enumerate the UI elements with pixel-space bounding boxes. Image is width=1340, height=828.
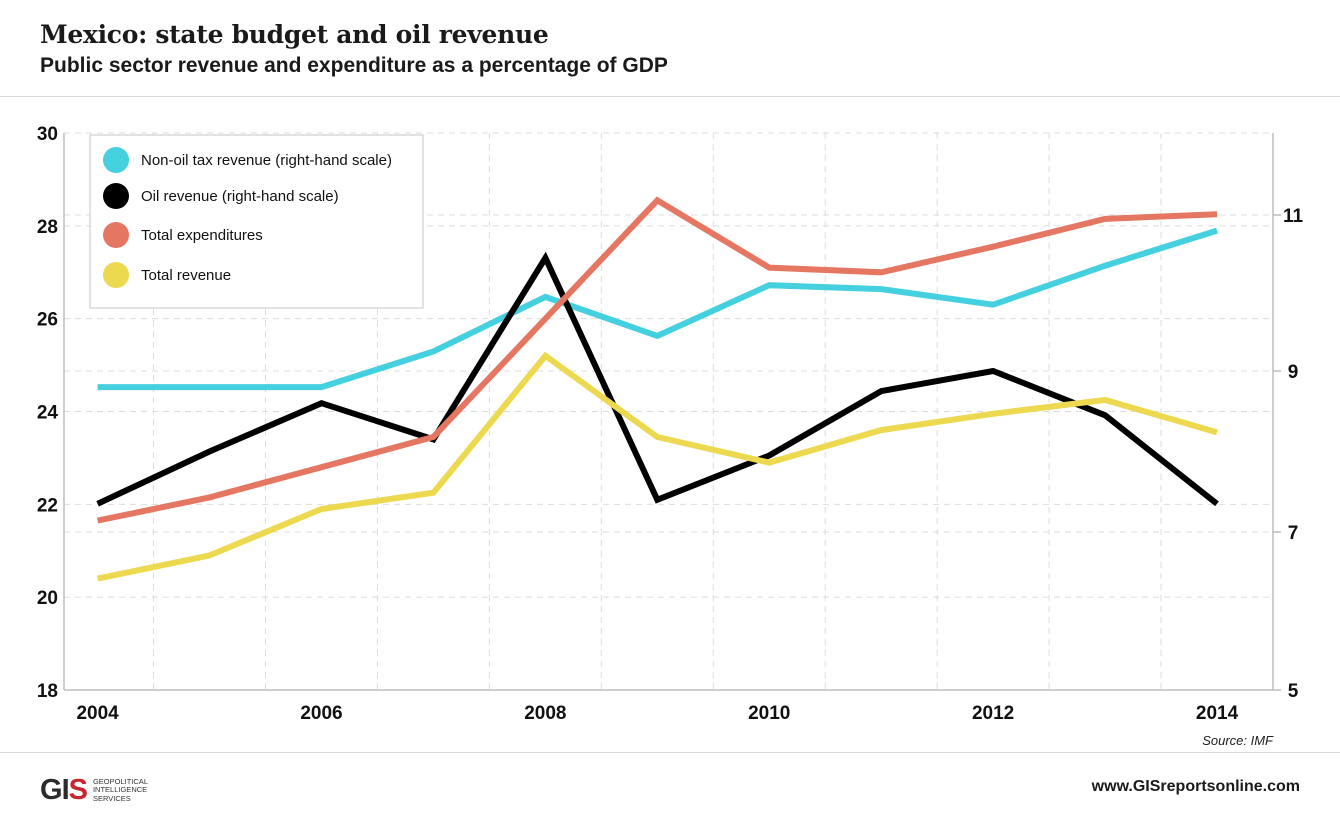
series-line-2 [96,196,1218,524]
legend-label-3: Total revenue [141,267,231,284]
chart-axes [63,133,1281,691]
source-note: Source: IMF [1202,733,1273,748]
legend-swatch-0 [103,147,129,173]
logo-line-2: INTELLIGENCE [92,785,148,795]
y-right-tick-label: 9 [1288,362,1299,383]
chart-lines [96,196,1219,582]
y-left-tick-label: 26 [37,310,58,331]
legend-box [89,134,424,309]
chart-tick-labels: 30 28 26 24 22 20 18 11 9 7 5 2004 2006 2008 2010 2012 2… [37,124,1304,724]
y-right-tick-label: 5 [1288,681,1299,702]
series-line-3 [96,351,1218,582]
legend-label-1: Oil revenue (right-hand scale) [141,188,339,205]
y-left-tick-label: 20 [37,588,58,609]
gis-logo-mark: GIS [40,774,88,806]
header-divider [0,96,1340,97]
logo-line-1: GEOPOLITICAL [92,776,148,786]
y-left-tick-label: 24 [37,403,59,424]
gis-logo-text: GEOPOLITICAL INTELLIGENCE SERVICES [92,776,148,804]
x-tick-label: 2010 [748,703,790,724]
legend-swatch-2 [103,222,129,248]
chart-title: Mexico: state budget and oil revenue [40,20,549,49]
gis-logo[interactable]: GIS GEOPOLITICAL INTELLIGENCE SERVICES [40,774,148,807]
x-tick-label: 2004 [76,703,119,724]
legend-swatch-3 [103,262,129,288]
y-left-tick-label: 28 [37,217,58,238]
legend-label-0: Non-oil tax revenue (right-hand scale) [141,152,392,169]
website-link[interactable]: www.GISreportsonline.com [1091,778,1300,795]
chart-legend: Non-oil tax revenue (right-hand scale) Oi… [89,134,424,309]
y-left-tick-label: 18 [37,681,58,702]
legend-swatch-1 [103,183,129,209]
footer-divider [0,752,1340,753]
x-tick-label: 2012 [972,703,1014,724]
legend-label-2: Total expenditures [141,227,263,244]
logo-line-3: SERVICES [92,793,131,803]
x-tick-label: 2006 [300,703,342,724]
y-left-tick-label: 30 [37,124,58,145]
y-right-tick-label: 11 [1283,206,1304,227]
series-line-0 [97,227,1218,391]
y-left-tick-label: 22 [37,495,58,516]
x-tick-label: 2008 [524,703,566,724]
series-line-1 [96,251,1219,507]
y-right-tick-label: 7 [1288,523,1299,544]
x-tick-label: 2014 [1196,703,1239,724]
chart-subtitle: Public sector revenue and expenditure as… [40,54,668,77]
